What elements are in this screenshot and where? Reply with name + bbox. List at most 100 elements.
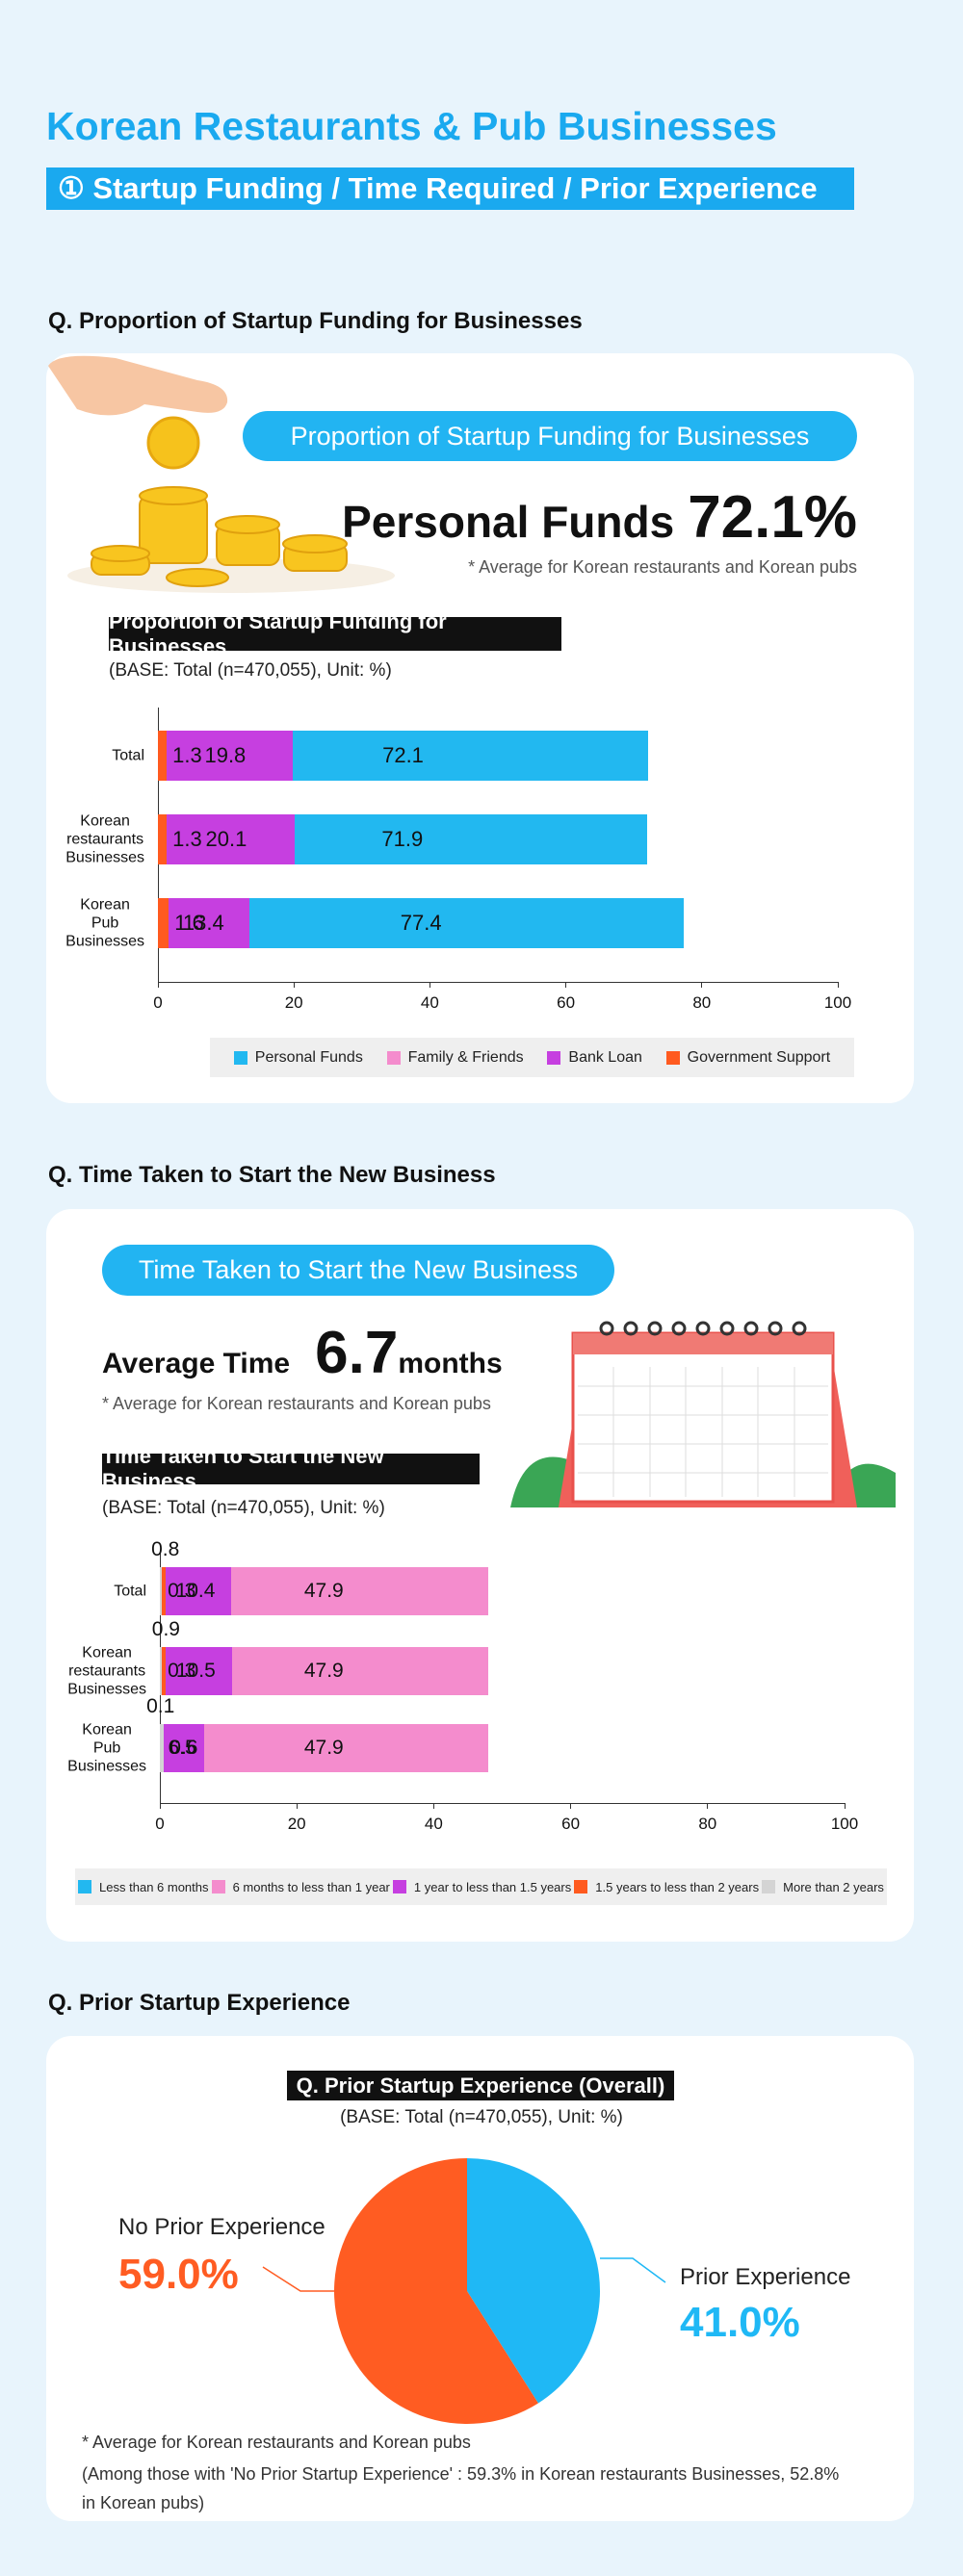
value-label: 47.9 (303, 1737, 344, 1759)
headline-unit: months (398, 1348, 503, 1379)
value-label: 77.4 (400, 911, 442, 935)
legend-label: 1 year to less than 1.5 years (413, 1879, 572, 1894)
value-label: 10.5 (175, 1660, 216, 1682)
tick-mark (432, 1803, 434, 1809)
tick-mark (844, 1803, 846, 1809)
headline-value: 6.7 (315, 1320, 399, 1386)
legend-item: Government Support (665, 1048, 831, 1067)
tick-mark (707, 1803, 709, 1809)
x-tick-label: 20 (284, 993, 303, 1012)
legend-item: Personal Funds (233, 1048, 363, 1067)
legend-swatch (392, 1880, 406, 1893)
note: * Average for Korean restaurants and Kor… (102, 1394, 491, 1413)
headline-value: 72.1% (688, 484, 857, 551)
value-label: 1.6 (174, 911, 204, 935)
value-label: 20.1 (205, 827, 247, 851)
x-tick-label: 60 (557, 993, 576, 1012)
bar-segment (160, 1647, 163, 1695)
banner: Proportion of Startup Funding for Busine… (243, 411, 857, 461)
pie-slice (334, 2158, 538, 2424)
question: Q. Proportion of Startup Funding for Bus… (48, 308, 583, 334)
x-tick-label: 0 (155, 1815, 165, 1833)
legend-swatch (574, 1880, 588, 1893)
x-tick-label: 80 (692, 993, 712, 1012)
leader-line (600, 2257, 666, 2283)
chart-subtitle: (BASE: Total (n=470,055), Unit: %) (102, 1498, 385, 1518)
value-label: 0.3 (168, 1580, 196, 1602)
legend-swatch (762, 1880, 776, 1893)
headline: Average Time 6.7 months (102, 1319, 503, 1387)
chart-subtitle: (BASE: Total (n=470,055), Unit: %) (340, 2107, 623, 2127)
tick-mark (701, 982, 703, 988)
bar-segment (160, 1567, 163, 1615)
x-tick-label: 40 (420, 993, 439, 1012)
chart-subtitle: (BASE: Total (n=470,055), Unit: %) (109, 660, 392, 681)
y-tick-label: Korean Pub Businesses (67, 1721, 146, 1775)
legend-swatch (386, 1050, 401, 1065)
legend-item: 6 months to less than 1 year (211, 1879, 390, 1894)
tick-mark (837, 982, 839, 988)
legend-item: More than 2 years (762, 1880, 884, 1894)
headline: Personal Funds 72.1% (342, 483, 857, 552)
bar-segment (158, 731, 293, 781)
bar-segment (158, 898, 249, 948)
legend: Less than 6 months 6 months to less than … (75, 1868, 887, 1905)
value-label: 1.3 (172, 827, 202, 851)
value-label: 0.6 (169, 1737, 198, 1759)
chart-title: Q. Prior Startup Experience (Overall) (287, 2071, 674, 2100)
x-tick-label: 0 (153, 993, 163, 1012)
value-label: 1.3 (172, 743, 202, 767)
legend-swatch (547, 1050, 561, 1065)
legend-swatch (233, 1050, 247, 1065)
x-tick-label: 40 (424, 1815, 443, 1833)
chart-title: Proportion of Startup Funding for Busine… (109, 609, 561, 658)
note: * Average for Korean restaurants and Kor… (82, 2433, 471, 2452)
value-label: 13.4 (182, 911, 224, 935)
value-label: 47.9 (303, 1660, 344, 1682)
value-label: 19.8 (204, 743, 247, 767)
leader-line (262, 2266, 342, 2292)
legend-label: Bank Loan (568, 1048, 642, 1066)
legend-label: More than 2 years (783, 1879, 884, 1894)
value-label: 0.9 (151, 1618, 180, 1640)
bar-segment (158, 898, 169, 948)
pie-value-label: 59.0% (118, 2251, 239, 2298)
legend-item: 1 year to less than 1.5 years (392, 1879, 572, 1894)
y-tick-label: Korean restaurants Businesses (67, 1644, 147, 1698)
question: Q. Time Taken to Start the New Business (48, 1162, 496, 1188)
bar-segment (160, 1567, 166, 1615)
bar-segment (160, 1647, 232, 1695)
value-label: 0.8 (151, 1538, 180, 1560)
y-tick-label: Korean restaurants Businesses (65, 812, 145, 866)
y-tick-label: Total (114, 1583, 146, 1600)
page-subtitle: ① Startup Funding / Time Required / Prio… (46, 167, 854, 210)
value-label: 71.9 (381, 827, 424, 851)
tick-mark (157, 982, 159, 988)
legend-swatch (211, 1880, 225, 1893)
note: * Average for Korean restaurants and Kor… (468, 557, 857, 577)
tick-mark (429, 982, 430, 988)
page-title: Korean Restaurants & Pub Businesses (46, 104, 777, 148)
legend-label: 6 months to less than 1 year (232, 1879, 390, 1894)
x-tick-label: 100 (830, 1815, 859, 1833)
x-tick-label: 80 (698, 1815, 717, 1833)
value-label: 10.4 (175, 1580, 216, 1602)
tick-mark (293, 982, 295, 988)
legend-item: 1.5 years to less than 2 years (574, 1880, 759, 1894)
calendar-illustration (510, 1321, 896, 1507)
legend-label: 1.5 years to less than 2 years (595, 1879, 760, 1894)
bar-segment (158, 814, 295, 864)
legend-item: Less than 6 months (78, 1880, 209, 1894)
bar-segment (158, 731, 168, 781)
x-axis (158, 982, 838, 983)
bar-segment (160, 1647, 167, 1695)
pie-value-label: 41.0% (680, 2299, 800, 2346)
pie-label: Prior Experience (680, 2264, 851, 2290)
legend-label: Government Support (687, 1048, 831, 1066)
legend-item: Family & Friends (386, 1049, 524, 1067)
value-label: 6.5 (168, 1737, 196, 1759)
pie-slice (467, 2158, 600, 2404)
legend-label: Personal Funds (254, 1048, 363, 1066)
